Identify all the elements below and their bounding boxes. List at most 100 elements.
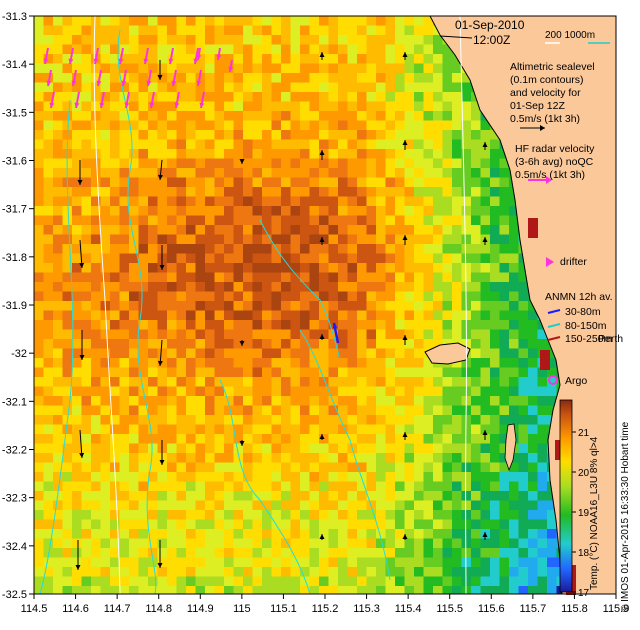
sst-cell — [243, 424, 253, 435]
sst-cell — [281, 63, 291, 74]
sst-cell — [309, 206, 320, 216]
sst-cell — [395, 434, 405, 444]
sst-cell — [309, 272, 320, 283]
sst-cell — [81, 168, 92, 178]
sst-cell — [148, 491, 158, 501]
sst-cell — [395, 244, 405, 254]
sst-cell — [471, 139, 481, 150]
sst-cell — [328, 282, 339, 292]
sst-cell — [319, 405, 329, 416]
sst-cell — [81, 434, 92, 444]
sst-cell — [528, 443, 538, 454]
sst-cell — [34, 358, 44, 368]
sst-cell — [34, 139, 44, 150]
sst-cell — [528, 415, 538, 425]
sst-cell — [347, 253, 358, 264]
sst-cell — [262, 168, 272, 178]
sst-cell — [385, 396, 396, 406]
sst-cell — [81, 396, 92, 406]
sst-cell — [433, 491, 443, 501]
sst-cell — [72, 282, 82, 292]
sst-cell — [119, 348, 130, 359]
sst-cell — [176, 225, 187, 235]
sst-cell — [34, 253, 44, 264]
sst-cell — [442, 120, 453, 131]
sst-cell — [309, 538, 320, 549]
sst-cell — [119, 519, 130, 530]
sst-cell — [357, 500, 367, 511]
sst-cell — [148, 130, 158, 140]
sst-cell — [81, 576, 92, 587]
sst-cell — [480, 586, 491, 594]
sst-cell — [376, 120, 386, 131]
sst-cell — [423, 519, 434, 530]
sst-cell — [271, 168, 282, 178]
sst-cell — [480, 177, 491, 188]
sst-cell — [518, 396, 529, 406]
sst-cell — [129, 244, 139, 254]
sst-cell — [328, 405, 339, 416]
sst-cell — [404, 149, 415, 159]
sst-cell — [499, 529, 510, 539]
sst-cell — [129, 82, 139, 93]
sst-cell — [300, 310, 310, 321]
sst-cell — [34, 386, 44, 397]
sst-cell — [461, 481, 472, 492]
sst-cell — [53, 73, 63, 83]
sst-cell — [34, 263, 44, 273]
sst-cell — [395, 225, 405, 235]
sst-cell — [214, 206, 225, 216]
sst-cell — [357, 139, 367, 150]
sst-cell — [243, 576, 253, 587]
sst-cell — [34, 348, 44, 359]
sst-cell — [100, 358, 111, 368]
sst-cell — [43, 25, 54, 36]
sst-cell — [43, 196, 54, 207]
sst-cell — [338, 196, 348, 207]
sst-cell — [167, 320, 177, 330]
sst-cell — [471, 301, 481, 311]
sst-cell — [423, 453, 434, 463]
sst-cell — [414, 25, 424, 36]
sst-cell — [72, 225, 82, 235]
sst-cell — [157, 510, 168, 520]
sst-cell — [338, 348, 348, 359]
sst-cell — [81, 63, 92, 74]
sst-cell — [395, 54, 405, 64]
sst-cell — [91, 396, 101, 406]
sst-cell — [281, 358, 291, 368]
sst-cell — [176, 177, 187, 188]
sst-cell — [471, 434, 481, 444]
sst-cell — [385, 158, 396, 169]
sst-cell — [338, 101, 348, 112]
sst-cell — [300, 35, 310, 45]
sst-cell — [376, 82, 386, 93]
sst-cell — [100, 519, 111, 530]
sst-cell — [262, 196, 272, 207]
sst-cell — [148, 158, 158, 169]
sst-cell — [53, 405, 63, 416]
sst-cell — [423, 510, 434, 520]
sst-cell — [100, 329, 111, 340]
sst-cell — [490, 510, 500, 520]
sst-cell — [195, 25, 206, 36]
sst-cell — [376, 557, 386, 568]
sst-cell — [319, 529, 329, 539]
sst-cell — [252, 82, 263, 93]
sst-cell — [480, 348, 491, 359]
sst-cell — [537, 405, 548, 416]
sst-cell — [157, 196, 168, 207]
sst-cell — [224, 567, 234, 577]
sst-cell — [91, 272, 101, 283]
sst-cell — [129, 405, 139, 416]
sst-cell — [195, 253, 206, 264]
sst-cell — [176, 529, 187, 539]
sst-cell — [281, 149, 291, 159]
sst-cell — [433, 139, 443, 150]
sst-cell — [214, 120, 225, 131]
sst-cell — [395, 519, 405, 530]
sst-cell — [309, 424, 320, 435]
sst-cell — [176, 453, 187, 463]
sst-cell — [366, 206, 377, 216]
sst-cell — [518, 282, 529, 292]
